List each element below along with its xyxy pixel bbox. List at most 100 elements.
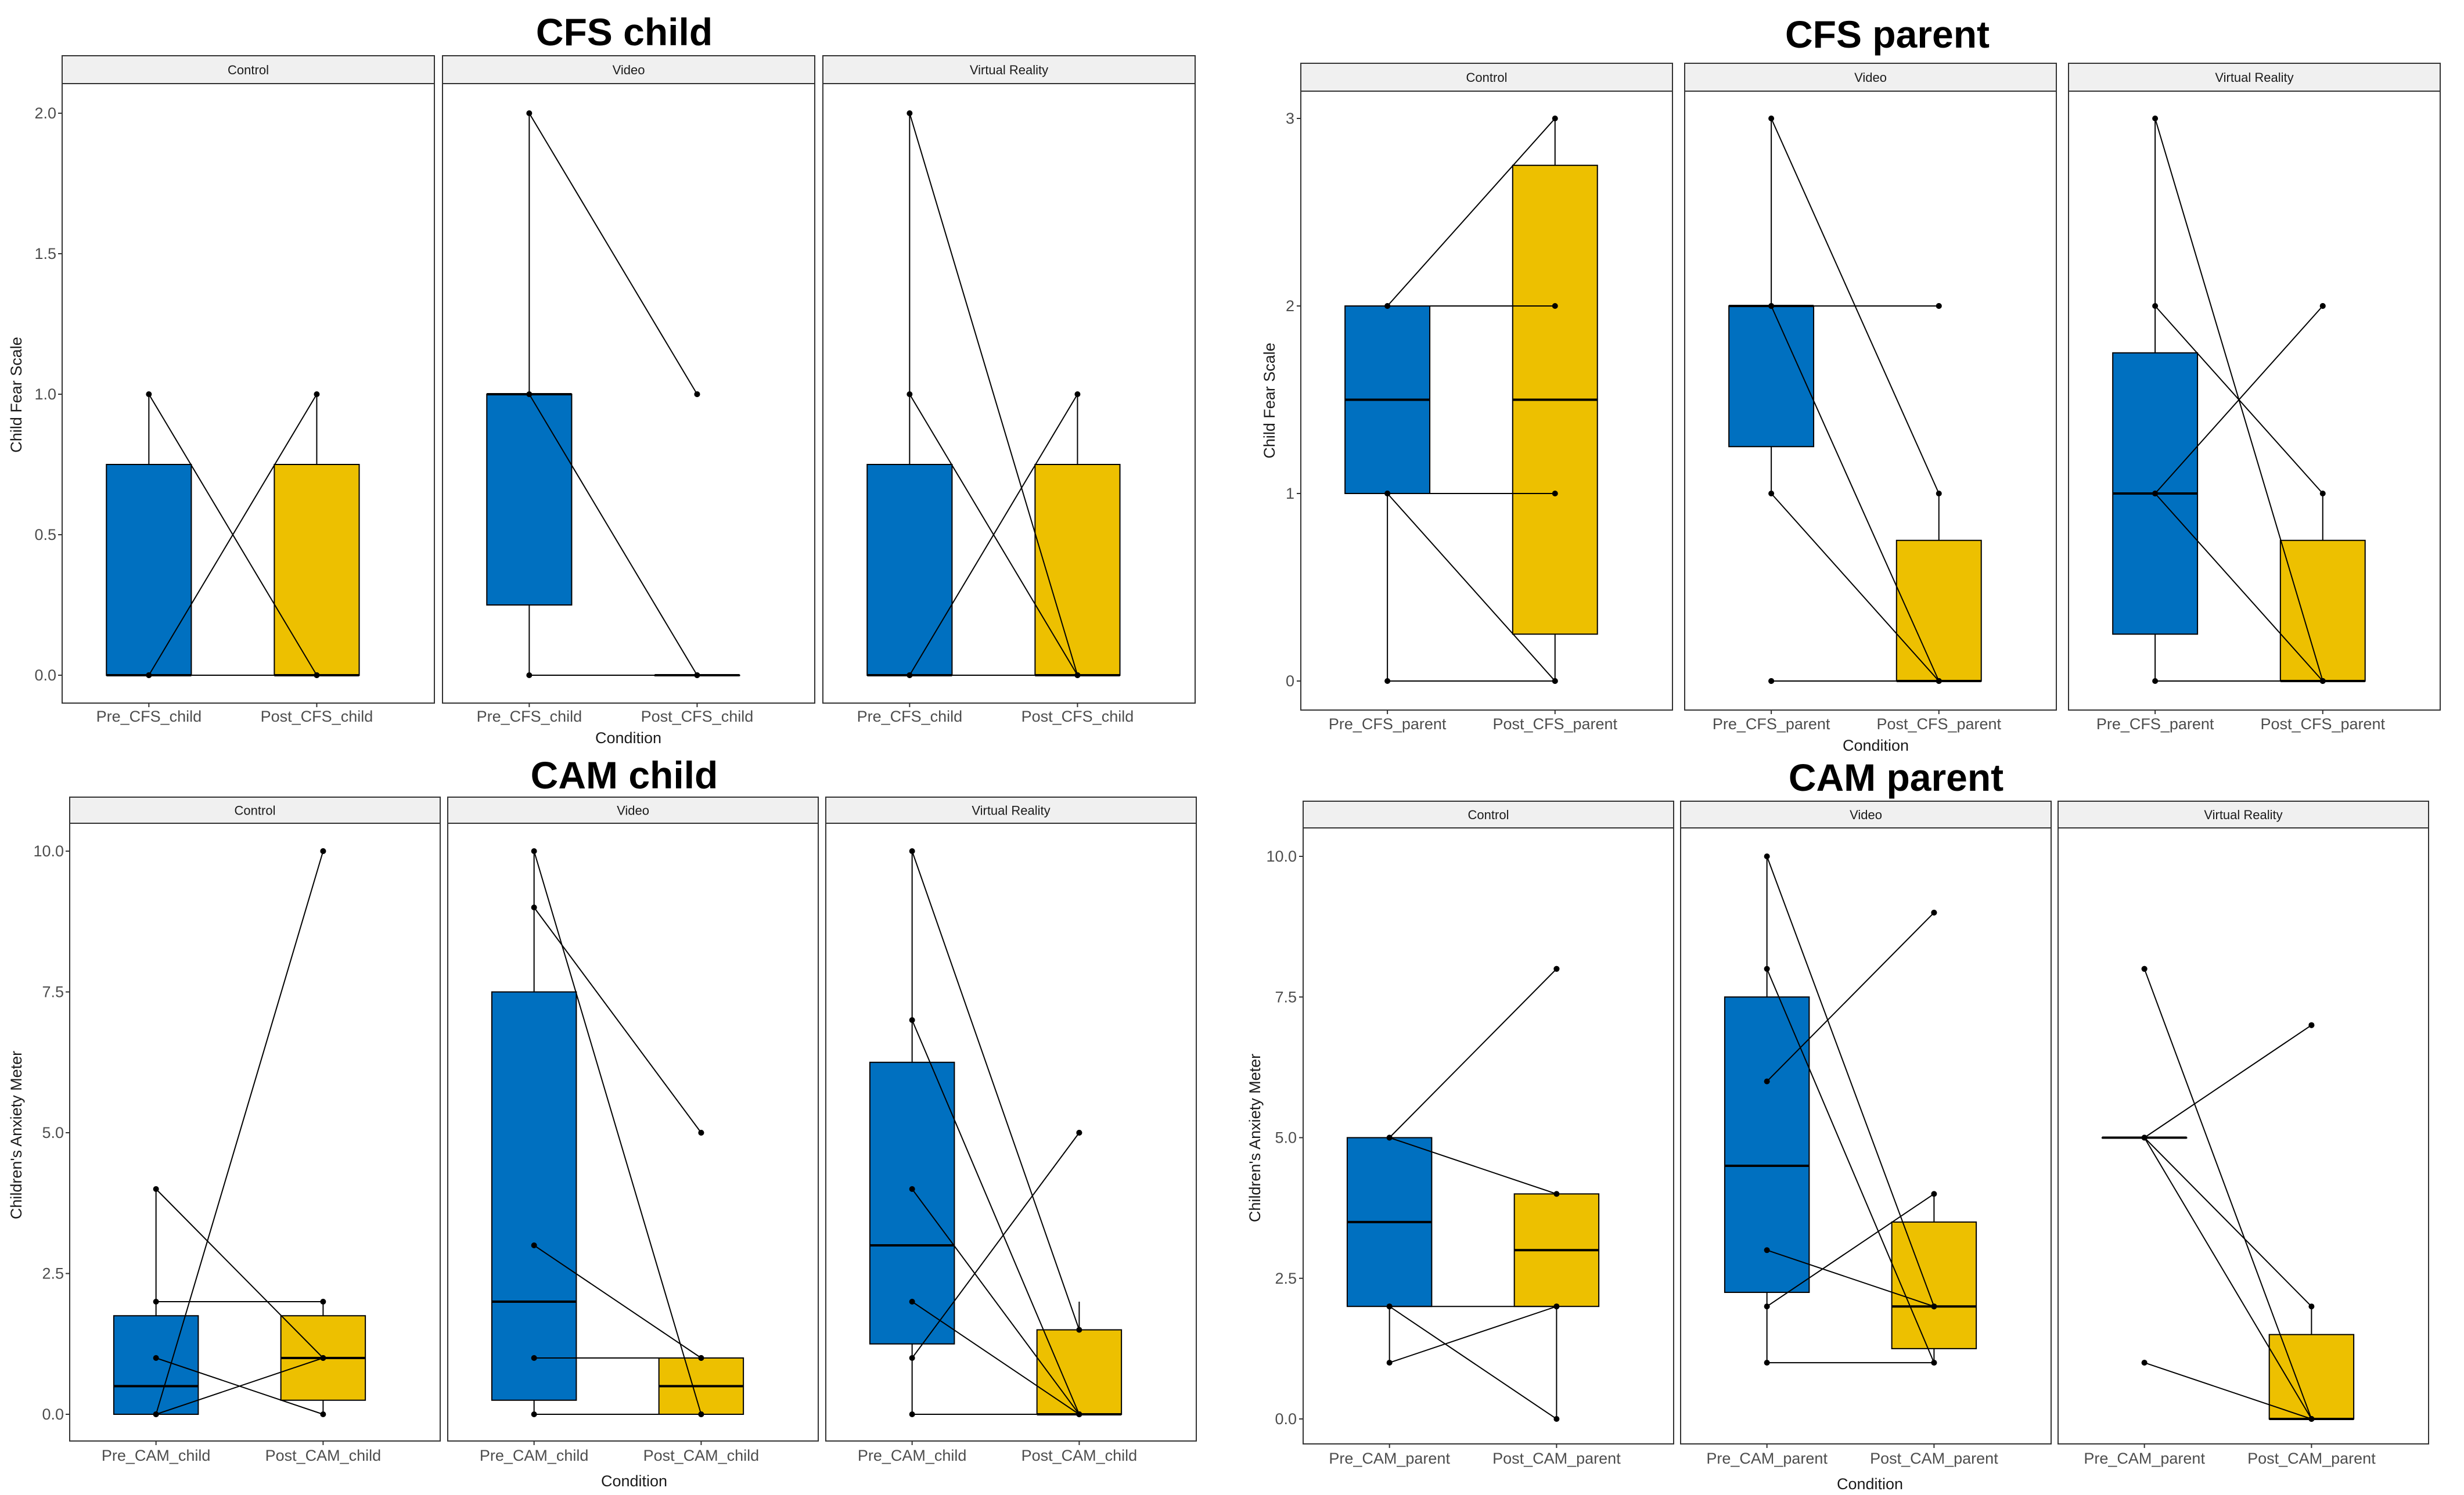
y-tick-label: 2.5: [1275, 1270, 1297, 1287]
outlier-point-post: [694, 391, 700, 397]
y-tick-label: 1.5: [34, 245, 56, 262]
y-tick-label: 7.5: [1275, 988, 1297, 1006]
data-point-pre: [531, 1411, 537, 1417]
data-point-pre: [146, 672, 152, 678]
facet-panel-0: [1303, 827, 1674, 1444]
data-point-pre: [907, 391, 913, 397]
outlier-point-pre: [2141, 1360, 2148, 1366]
y-tick-label: 1: [1286, 485, 1294, 502]
outlier-point-post: [698, 1130, 704, 1136]
data-point-post: [1553, 1416, 1560, 1422]
data-point-post: [698, 1411, 704, 1417]
paired-line: [911, 1132, 1080, 1359]
box-pre: [1724, 996, 1810, 1293]
outlier-point-pre: [1768, 678, 1775, 684]
data-point-post: [314, 672, 320, 678]
x-axis-title-cfs-parent: Condition: [1843, 737, 1909, 754]
paired-line: [533, 907, 702, 1133]
x-tick-label: Post_CAM_child: [643, 1447, 760, 1464]
paired-line: [2143, 1137, 2312, 1307]
data-point-pre: [526, 110, 533, 116]
paired-line: [156, 1357, 323, 1415]
data-point-pre: [2152, 491, 2159, 496]
data-point-pre: [1768, 491, 1775, 496]
paired-line: [2144, 1024, 2312, 1139]
paired-line: [148, 394, 318, 676]
box-pre: [491, 991, 577, 1401]
facet-strip-1: [447, 797, 819, 824]
outlier-point-post: [1553, 966, 1560, 972]
y-tick-label: 3: [1286, 110, 1294, 127]
data-point-pre: [531, 905, 537, 910]
facet-strip-2: [2068, 63, 2441, 92]
data-point-pre: [531, 1242, 537, 1248]
y-tick-label: 0: [1286, 672, 1294, 690]
data-point-post: [1552, 491, 1558, 496]
box-post: [2268, 1334, 2355, 1420]
chart-title-cfs-child: CFS child: [536, 10, 713, 53]
y-axis-title-cfs-child: Child Fear Scale: [8, 337, 25, 453]
y-axis-title-cam-parent: Children's Anxiety Meter: [1246, 1054, 1264, 1222]
data-point-pre: [909, 1411, 915, 1417]
paired-line: [2154, 493, 2323, 682]
facet-strip-0: [1303, 801, 1674, 828]
data-point-pre: [909, 1355, 915, 1361]
data-point-post: [320, 1355, 326, 1361]
chart-2-group: 0.0 2.5 5.0 7.5 10.0 Control Pre_CAM_child Post…: [33, 797, 1197, 1464]
paired-line: [1389, 1137, 1557, 1195]
y-tick-label: 10.0: [33, 842, 64, 860]
x-tick-label: Post_CFS_parent: [2260, 715, 2385, 733]
x-tick-label: Pre_CAM_parent: [1329, 1450, 1450, 1467]
data-point-post: [2308, 1416, 2315, 1422]
y-axis-title-cam-child: Children's Anxiety Meter: [8, 1051, 25, 1219]
paired-line: [909, 394, 1078, 676]
data-point-post: [1074, 391, 1081, 397]
facet-label: Virtual Reality: [2215, 70, 2293, 85]
paired-line: [155, 1188, 324, 1359]
data-point-post: [1076, 1411, 1082, 1417]
data-point-post: [1552, 116, 1558, 121]
data-point-post: [1074, 672, 1081, 678]
data-point-pre: [909, 1299, 915, 1305]
data-point-post: [320, 1411, 326, 1417]
paired-line: [2144, 1362, 2312, 1420]
y-tick-label: 10.0: [1266, 848, 1297, 865]
paired-line: [1387, 493, 1556, 682]
facet-label: Video: [1854, 70, 1887, 85]
data-point-pre: [1764, 1247, 1770, 1253]
facet-label: Virtual Reality: [972, 804, 1050, 818]
facet-strip-1: [1684, 63, 2057, 92]
facet-label: Virtual Reality: [2204, 808, 2282, 822]
y-tick-label: 1.0: [34, 386, 56, 403]
outlier-point-pre: [2141, 966, 2148, 972]
facet-label: Video: [617, 804, 649, 818]
chart-title-cam-child: CAM child: [531, 754, 718, 797]
data-point-post: [2308, 1303, 2315, 1310]
data-point-pre: [2152, 116, 2159, 121]
data-point-post: [1076, 1327, 1082, 1333]
paired-line: [1766, 912, 1935, 1082]
facet-label: Control: [235, 804, 276, 818]
data-point-pre: [153, 1299, 159, 1305]
x-tick-label: Pre_CAM_child: [480, 1447, 589, 1464]
chart-3-group: 0.0 2.5 5.0 7.5 10.0 Control Pre_CAM_parent Pos…: [1266, 801, 2429, 1467]
box-post: [1034, 464, 1121, 676]
data-point-pre: [1386, 1134, 1393, 1141]
x-tick-label: Post_CAM_parent: [1492, 1450, 1621, 1467]
data-point-post: [1553, 1191, 1560, 1197]
data-point-post: [694, 672, 700, 678]
data-point-post: [698, 1355, 704, 1361]
facet-strip-2: [822, 55, 1196, 84]
x-tick-label: Post_CFS_child: [641, 708, 754, 725]
paired-line: [528, 394, 698, 676]
data-point-post: [314, 391, 320, 397]
y-tick-label: 7.5: [42, 984, 64, 1001]
data-point-pre: [153, 1411, 159, 1417]
data-point-pre: [153, 1355, 159, 1361]
data-point-pre: [526, 672, 533, 678]
y-tick-label: 5.0: [1275, 1129, 1297, 1147]
outlier-point-post: [320, 848, 326, 854]
y-tick-label: 2.5: [42, 1265, 64, 1283]
box-pre: [486, 394, 573, 606]
data-point-post: [1936, 491, 1942, 496]
